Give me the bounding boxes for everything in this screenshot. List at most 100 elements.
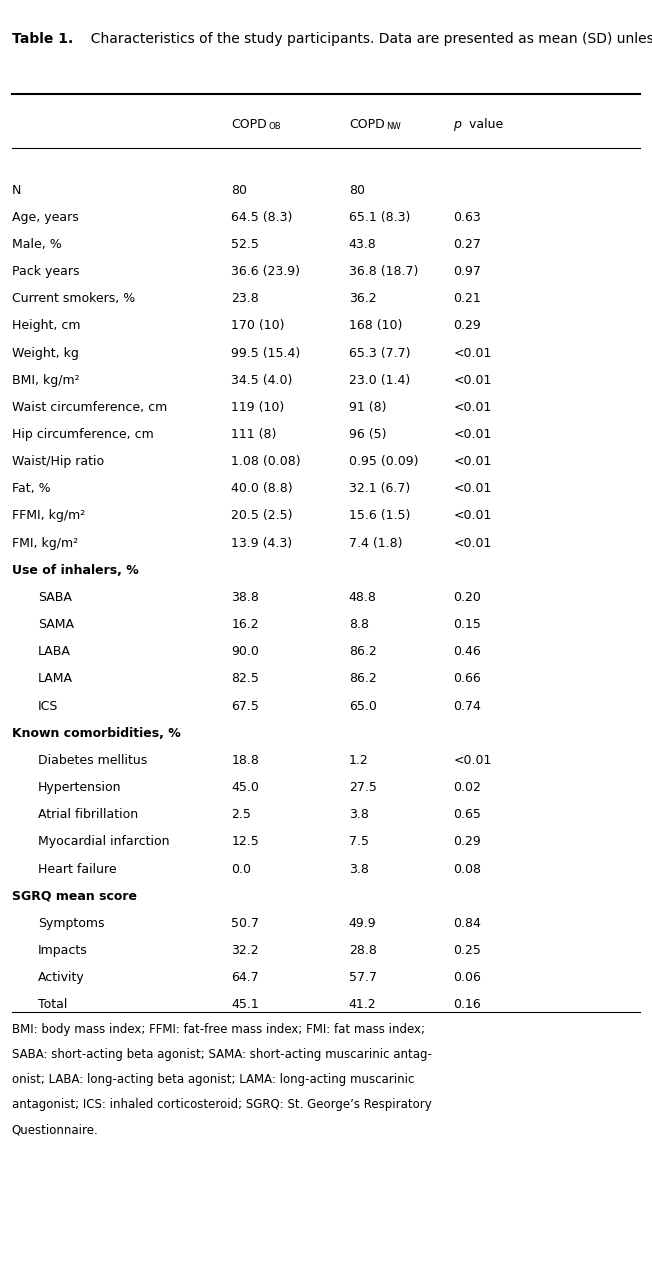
Text: 32.2: 32.2 xyxy=(231,943,259,957)
Text: 16.2: 16.2 xyxy=(231,618,259,632)
Text: <0.01: <0.01 xyxy=(453,428,492,441)
Text: 0.84: 0.84 xyxy=(453,917,481,930)
Text: 168 (10): 168 (10) xyxy=(349,320,402,332)
Text: 1.2: 1.2 xyxy=(349,754,368,767)
Text: Symptoms: Symptoms xyxy=(38,917,104,930)
Text: 67.5: 67.5 xyxy=(231,700,259,712)
Text: OB: OB xyxy=(269,123,281,131)
Text: 0.46: 0.46 xyxy=(453,645,481,658)
Text: 1.08 (0.08): 1.08 (0.08) xyxy=(231,455,301,469)
Text: SABA: SABA xyxy=(38,591,72,604)
Text: Characteristics of the study participants. Data are presented as mean (SD) unles: Characteristics of the study participant… xyxy=(82,32,652,45)
Text: 50.7: 50.7 xyxy=(231,917,259,930)
Text: 0.15: 0.15 xyxy=(453,618,481,632)
Text: 45.0: 45.0 xyxy=(231,781,259,794)
Text: 43.8: 43.8 xyxy=(349,237,377,251)
Text: 36.6 (23.9): 36.6 (23.9) xyxy=(231,265,301,278)
Text: 12.5: 12.5 xyxy=(231,835,259,849)
Text: 57.7: 57.7 xyxy=(349,971,377,984)
Text: Age, years: Age, years xyxy=(12,211,78,224)
Text: Activity: Activity xyxy=(38,971,85,984)
Text: 3.8: 3.8 xyxy=(349,863,368,875)
Text: 64.5 (8.3): 64.5 (8.3) xyxy=(231,211,293,224)
Text: 41.2: 41.2 xyxy=(349,998,376,1012)
Text: 82.5: 82.5 xyxy=(231,672,259,686)
Text: 119 (10): 119 (10) xyxy=(231,400,285,414)
Text: 80: 80 xyxy=(349,183,365,197)
Text: 111 (8): 111 (8) xyxy=(231,428,277,441)
Text: Current smokers, %: Current smokers, % xyxy=(12,292,135,306)
Text: 45.1: 45.1 xyxy=(231,998,259,1012)
Text: 7.5: 7.5 xyxy=(349,835,369,849)
Text: value: value xyxy=(465,119,503,131)
Text: 0.02: 0.02 xyxy=(453,781,481,794)
Text: Known comorbidities, %: Known comorbidities, % xyxy=(12,726,181,740)
Text: BMI, kg/m²: BMI, kg/m² xyxy=(12,374,80,386)
Text: 38.8: 38.8 xyxy=(231,591,259,604)
Text: Heart failure: Heart failure xyxy=(38,863,117,875)
Text: 20.5 (2.5): 20.5 (2.5) xyxy=(231,509,293,523)
Text: SAMA: SAMA xyxy=(38,618,74,632)
Text: 170 (10): 170 (10) xyxy=(231,320,285,332)
Text: Hypertension: Hypertension xyxy=(38,781,121,794)
Text: 8.8: 8.8 xyxy=(349,618,369,632)
Text: 0.0: 0.0 xyxy=(231,863,252,875)
Text: 80: 80 xyxy=(231,183,248,197)
Text: 34.5 (4.0): 34.5 (4.0) xyxy=(231,374,293,386)
Text: 23.8: 23.8 xyxy=(231,292,259,306)
Text: Table 1.: Table 1. xyxy=(12,32,73,45)
Text: 49.9: 49.9 xyxy=(349,917,376,930)
Text: ICS: ICS xyxy=(38,700,58,712)
Text: 0.08: 0.08 xyxy=(453,863,481,875)
Text: 23.0 (1.4): 23.0 (1.4) xyxy=(349,374,410,386)
Text: 0.25: 0.25 xyxy=(453,943,481,957)
Text: 13.9 (4.3): 13.9 (4.3) xyxy=(231,537,293,549)
Text: 91 (8): 91 (8) xyxy=(349,400,387,414)
Text: 32.1 (6.7): 32.1 (6.7) xyxy=(349,482,410,495)
Text: 0.63: 0.63 xyxy=(453,211,481,224)
Text: Myocardial infarction: Myocardial infarction xyxy=(38,835,170,849)
Text: 52.5: 52.5 xyxy=(231,237,259,251)
Text: 65.1 (8.3): 65.1 (8.3) xyxy=(349,211,410,224)
Text: <0.01: <0.01 xyxy=(453,537,492,549)
Text: 65.3 (7.7): 65.3 (7.7) xyxy=(349,346,410,360)
Text: SGRQ mean score: SGRQ mean score xyxy=(12,889,137,903)
Text: <0.01: <0.01 xyxy=(453,374,492,386)
Text: <0.01: <0.01 xyxy=(453,455,492,469)
Text: 96 (5): 96 (5) xyxy=(349,428,387,441)
Text: 99.5 (15.4): 99.5 (15.4) xyxy=(231,346,301,360)
Text: FMI, kg/m²: FMI, kg/m² xyxy=(12,537,78,549)
Text: FFMI, kg/m²: FFMI, kg/m² xyxy=(12,509,85,523)
Text: COPD: COPD xyxy=(231,119,267,131)
Text: Total: Total xyxy=(38,998,67,1012)
Text: Hip circumference, cm: Hip circumference, cm xyxy=(12,428,153,441)
Text: 0.97: 0.97 xyxy=(453,265,481,278)
Text: 0.21: 0.21 xyxy=(453,292,481,306)
Text: Waist/Hip ratio: Waist/Hip ratio xyxy=(12,455,104,469)
Text: COPD: COPD xyxy=(349,119,385,131)
Text: antagonist; ICS: inhaled corticosteroid; SGRQ: St. George’s Respiratory: antagonist; ICS: inhaled corticosteroid;… xyxy=(12,1099,432,1111)
Text: 86.2: 86.2 xyxy=(349,672,377,686)
Text: Use of inhalers, %: Use of inhalers, % xyxy=(12,563,138,577)
Text: 0.27: 0.27 xyxy=(453,237,481,251)
Text: 36.2: 36.2 xyxy=(349,292,376,306)
Text: Questionnaire.: Questionnaire. xyxy=(12,1124,98,1137)
Text: 18.8: 18.8 xyxy=(231,754,259,767)
Text: Diabetes mellitus: Diabetes mellitus xyxy=(38,754,147,767)
Text: 36.8 (18.7): 36.8 (18.7) xyxy=(349,265,418,278)
Text: BMI: body mass index; FFMI: fat-free mass index; FMI: fat mass index;: BMI: body mass index; FFMI: fat-free mas… xyxy=(12,1023,424,1036)
Text: 0.16: 0.16 xyxy=(453,998,481,1012)
Text: Fat, %: Fat, % xyxy=(12,482,50,495)
Text: 7.4 (1.8): 7.4 (1.8) xyxy=(349,537,402,549)
Text: 0.06: 0.06 xyxy=(453,971,481,984)
Text: Pack years: Pack years xyxy=(12,265,80,278)
Text: SABA: short-acting beta agonist; SAMA: short-acting muscarinic antag-: SABA: short-acting beta agonist; SAMA: s… xyxy=(12,1048,432,1061)
Text: LABA: LABA xyxy=(38,645,70,658)
Text: Weight, kg: Weight, kg xyxy=(12,346,79,360)
Text: 3.8: 3.8 xyxy=(349,808,368,821)
Text: 86.2: 86.2 xyxy=(349,645,377,658)
Text: 90.0: 90.0 xyxy=(231,645,259,658)
Text: LAMA: LAMA xyxy=(38,672,73,686)
Text: N: N xyxy=(12,183,21,197)
Text: 15.6 (1.5): 15.6 (1.5) xyxy=(349,509,410,523)
